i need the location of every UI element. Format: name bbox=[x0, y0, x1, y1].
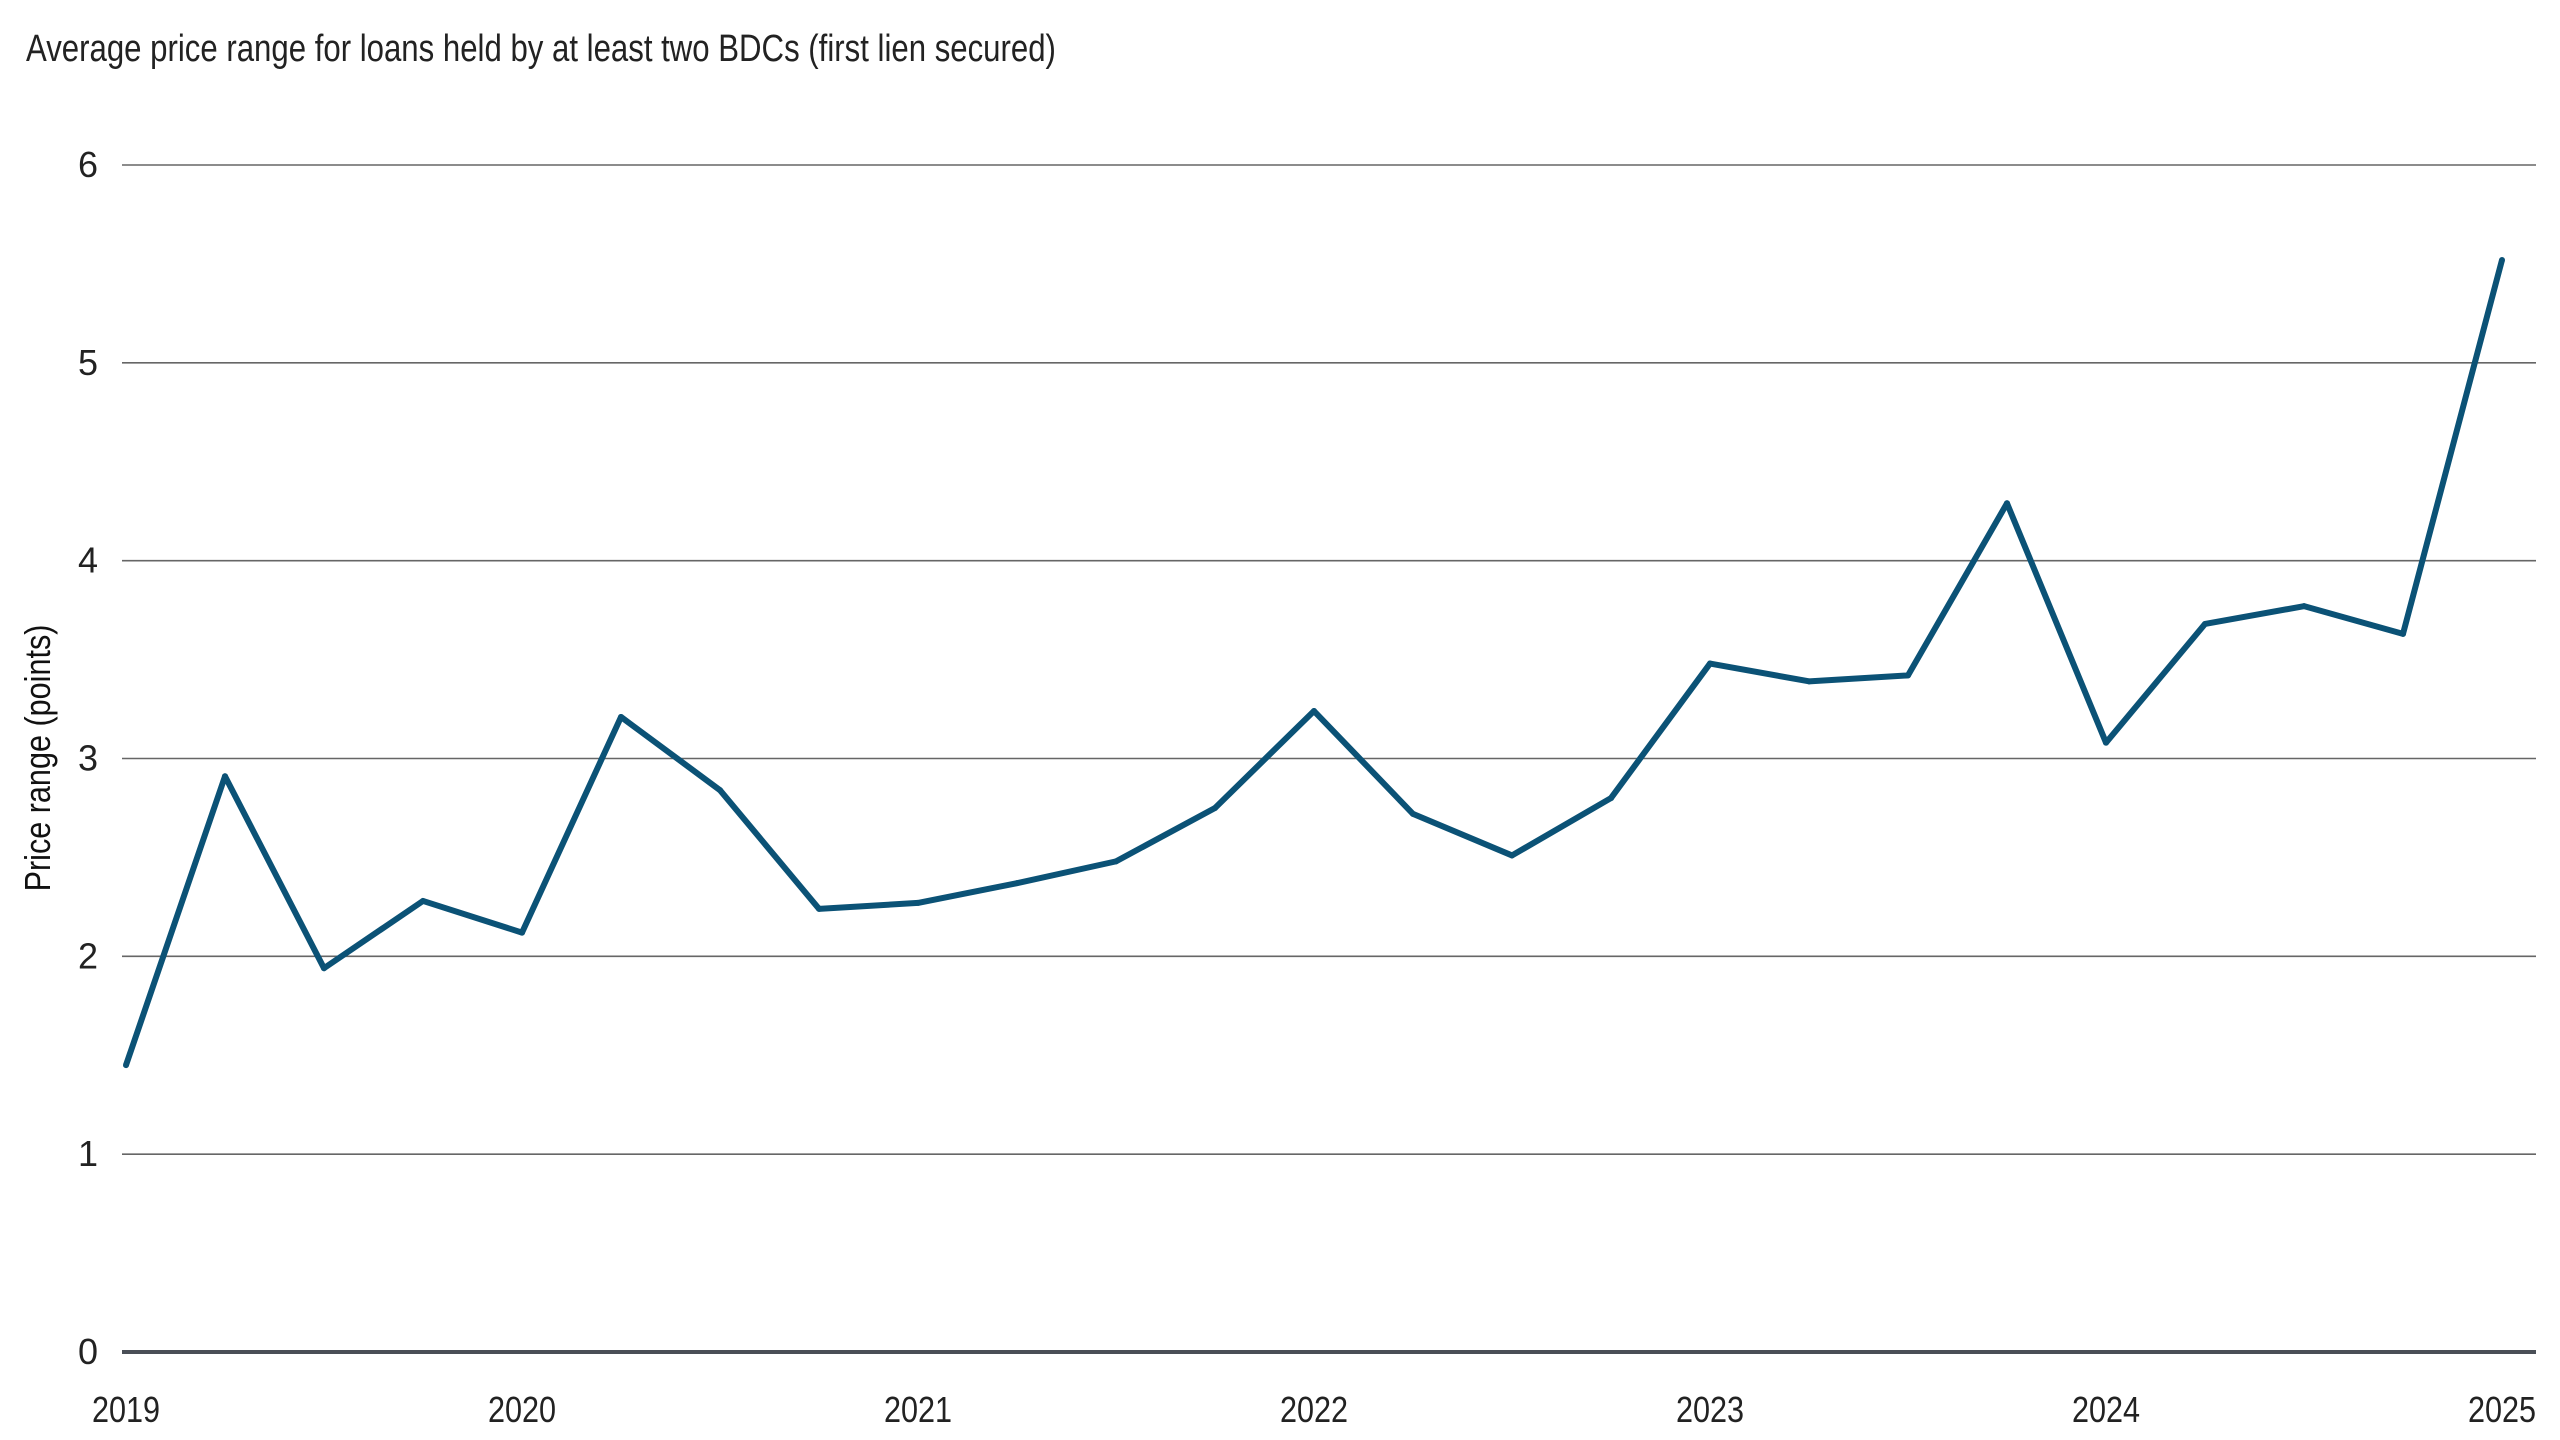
y-tick-label: 6 bbox=[78, 144, 98, 185]
x-tick-label: 2024 bbox=[2072, 1391, 2140, 1431]
data-point bbox=[1014, 880, 1020, 887]
y-axis-label: Price range (points) bbox=[19, 625, 59, 892]
data-point bbox=[123, 1062, 129, 1069]
x-tick-label: 2020 bbox=[488, 1391, 556, 1431]
data-point bbox=[1410, 810, 1416, 817]
data-point bbox=[2202, 620, 2208, 627]
y-tick-label: 4 bbox=[78, 540, 98, 581]
data-point bbox=[717, 787, 723, 794]
data-point bbox=[618, 713, 624, 720]
data-point bbox=[1806, 678, 1812, 685]
data-point bbox=[2103, 739, 2109, 746]
data-point bbox=[222, 773, 228, 780]
data-point bbox=[2301, 603, 2307, 610]
data-point bbox=[420, 897, 426, 904]
y-tick-label: 5 bbox=[78, 342, 98, 383]
data-point bbox=[2400, 630, 2406, 637]
y-tick-label: 1 bbox=[78, 1133, 98, 1174]
data-point bbox=[1311, 708, 1317, 715]
y-tick-label: 2 bbox=[78, 935, 98, 976]
data-point bbox=[1905, 672, 1911, 679]
x-tick-label: 2021 bbox=[884, 1391, 952, 1431]
x-tick-label: 2022 bbox=[1280, 1391, 1348, 1431]
data-point bbox=[2004, 500, 2010, 507]
data-point bbox=[2499, 256, 2505, 263]
data-point bbox=[1212, 804, 1218, 811]
data-point bbox=[1113, 858, 1119, 865]
y-tick-label: 0 bbox=[78, 1331, 98, 1372]
data-point bbox=[1509, 852, 1515, 859]
x-tick-label: 2023 bbox=[1676, 1391, 1744, 1431]
x-tick-label: 2019 bbox=[92, 1391, 160, 1431]
data-point bbox=[519, 929, 525, 936]
series-line bbox=[123, 259, 2505, 1067]
data-point bbox=[1707, 660, 1713, 667]
data-point bbox=[321, 965, 327, 972]
data-point bbox=[1608, 795, 1614, 802]
chart-title: Average price range for loans held by at… bbox=[26, 28, 1056, 70]
data-point bbox=[915, 899, 921, 906]
x-tick-label: 2025 bbox=[2468, 1391, 2536, 1431]
data-point bbox=[816, 905, 822, 912]
y-tick-label: 3 bbox=[78, 738, 98, 779]
